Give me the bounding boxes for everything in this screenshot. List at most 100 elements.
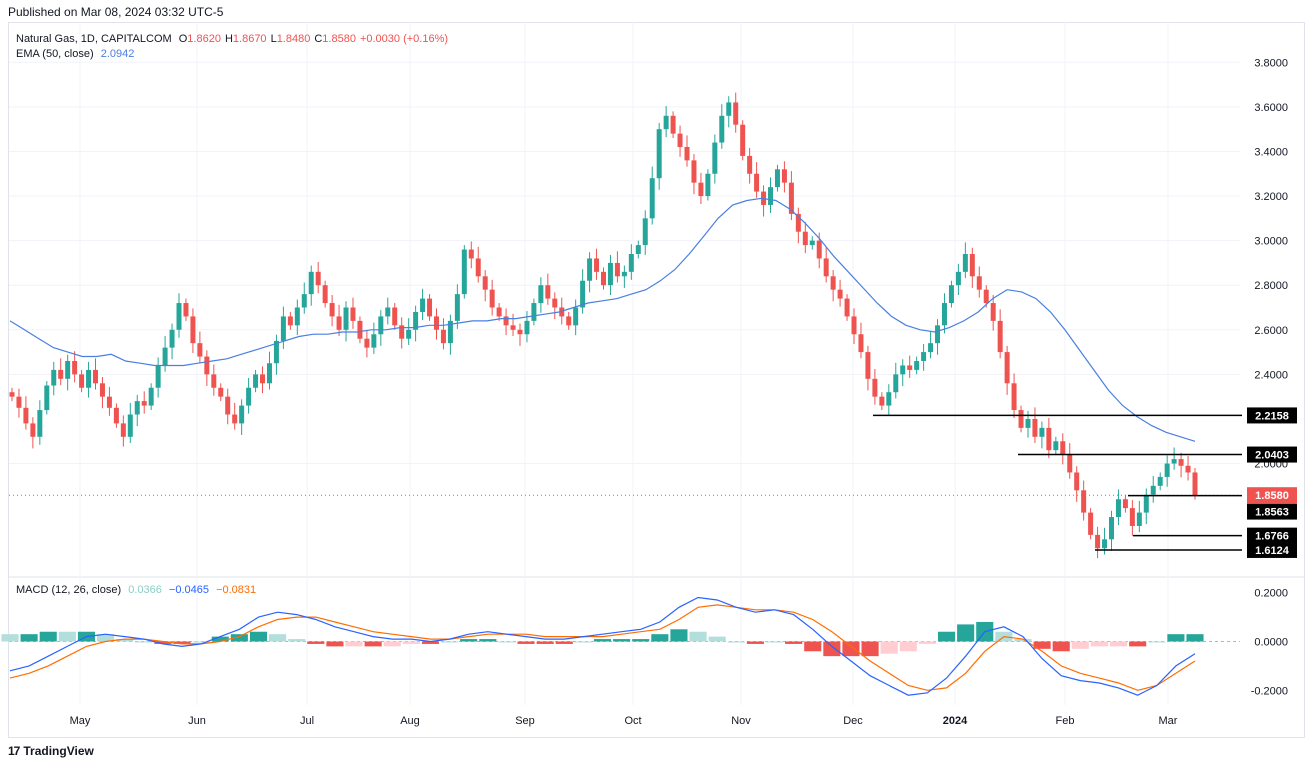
candle-body [357,320,363,339]
candle-body [155,365,161,388]
macd-label: MACD (12, 26, close) [16,584,122,596]
candle-body [86,369,92,388]
candle-body [1018,410,1024,428]
time-tick-label: Dec [843,715,863,727]
candle-body [204,356,210,375]
candle-body [468,249,474,259]
candle-body [406,329,412,339]
macd-histogram-bar [708,636,726,642]
candle-body [795,213,801,232]
candle-body [378,316,384,335]
macd-histogram-bar [1014,639,1032,642]
candle-body [1053,441,1059,451]
level-price-tag [1247,503,1297,520]
candle-body [1074,472,1080,491]
price-tick-label: 3.8000 [1254,57,1288,69]
candle-body [844,298,850,317]
candle-body [935,325,941,344]
candle-body [503,316,509,326]
candle-body [740,124,746,156]
candle-body [851,316,857,335]
macd-histogram-bar [823,641,841,657]
macd-signal-value: −0.0831 [216,584,257,596]
macd-histogram-bar [1071,641,1089,649]
candle-body [670,115,676,134]
macd-histogram-bar [211,636,229,642]
candle-body [677,133,683,147]
candle-body [44,385,50,411]
candle-body [482,276,488,290]
candle-body [531,303,537,321]
candle-body [712,142,718,174]
candle-body [413,311,419,330]
candle-body [781,169,787,183]
candle-body [30,423,36,437]
candle-body [1136,512,1142,526]
candle-body [955,271,961,286]
time-tick-label: 2024 [943,715,968,727]
macd-histogram-bar [1148,641,1166,643]
macd-histogram-bar [1167,634,1185,642]
candle-body [698,182,704,197]
macd-histogram-bar [479,639,497,642]
candle-body [614,262,620,277]
macd-hist-value: 0.0366 [128,584,162,596]
candle-body [566,316,572,326]
time-tick-label: Feb [1056,715,1075,727]
macd-histogram-bar [880,641,898,654]
candle-body [607,262,613,286]
candle-body [280,316,286,341]
brand-footer[interactable]: 17 TradingView [8,744,94,758]
candle-body [649,178,655,219]
candle-body [475,258,481,277]
macd-histogram-bar [689,631,707,642]
candle-body [628,254,634,272]
candle-body [343,307,349,330]
macd-histogram-bar [326,641,344,647]
candle-body [830,276,836,290]
candle-body [211,374,217,388]
candle-body [1032,418,1038,437]
candle-body [23,407,29,424]
macd-histogram-bar [269,634,287,642]
level-price-tag [1247,407,1297,424]
candle-body [684,147,690,161]
candle-body [1081,490,1087,513]
candle-body [1185,465,1191,473]
published-date: Published on Mar 08, 2024 03:32 UTC-5 [8,5,224,19]
candle-body [218,387,224,397]
candle-body [246,387,252,406]
candle-body [1178,459,1184,466]
open-label: O [178,33,188,45]
candle-body [1164,463,1170,477]
macd-histogram-bar [937,631,956,642]
ema-value: 2.0942 [100,48,135,60]
level-price-tag [1247,487,1297,504]
macd-histogram-bar [746,641,764,644]
macd-histogram-bar [421,641,440,644]
high-value: 1.8670 [232,33,267,45]
candle-body [350,307,356,321]
candle-body [907,365,913,370]
time-tick-label: Oct [624,715,641,727]
macd-histogram-bar [498,641,516,643]
candle-body [141,401,147,406]
candle-body [914,361,920,370]
macd-histogram-bar [899,641,917,652]
candle-body [427,298,433,317]
candle-body [260,374,266,384]
candle-body [656,129,662,179]
macd-histogram-bar [861,641,879,657]
time-tick-label: May [70,715,91,727]
candle-body [545,285,551,299]
low-label: L [270,33,277,45]
level-price-label: 1.8563 [1255,507,1289,519]
candle-body [997,320,1003,353]
macd-histogram-bar [1090,641,1108,647]
macd-histogram-bar [632,639,650,642]
macd-histogram-bar [154,641,172,644]
price-tick-label: 2.4000 [1254,369,1288,381]
candle-body [733,102,739,125]
macd-histogram-bar [804,641,822,652]
